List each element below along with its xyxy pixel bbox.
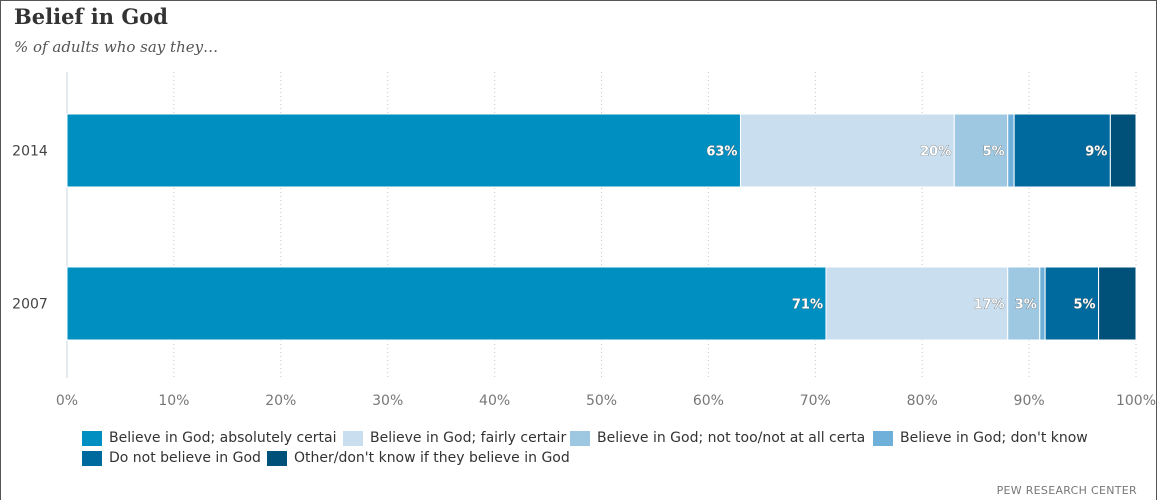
data-label: 20% bbox=[920, 145, 951, 160]
x-tick-label: 90% bbox=[1014, 393, 1045, 409]
stacked-bar-chart: 0% 10% 20% 30% 40% 50% 60% 70% 80% 90% 100% 2014 63%… bbox=[12, 72, 1156, 409]
bar-segment bbox=[1109, 113, 1137, 188]
legend-label: Believe in God; fairly certair bbox=[370, 430, 567, 446]
x-tick-label: 40% bbox=[479, 393, 510, 409]
legend-swatch bbox=[267, 451, 287, 466]
legend-swatch bbox=[82, 451, 102, 466]
bar-segment bbox=[66, 113, 741, 188]
data-label: 5% bbox=[1074, 298, 1096, 313]
chart-subtitle: % of adults who say they… bbox=[14, 38, 219, 56]
bar-segment bbox=[66, 266, 827, 341]
data-label: 5% bbox=[983, 145, 1005, 160]
legend-label: Do not believe in God bbox=[109, 450, 261, 466]
x-tick-label: 50% bbox=[586, 393, 617, 409]
legend-row: Do not believe in God Other/don't know if… bbox=[82, 449, 1122, 469]
legend-item: Believe in God; don't know bbox=[873, 429, 1133, 449]
category-label: 2014 bbox=[12, 144, 48, 160]
x-tick-label: 20% bbox=[265, 393, 296, 409]
legend-item: Do not believe in God bbox=[82, 449, 267, 469]
x-tick-label: 0% bbox=[56, 393, 78, 409]
legend-row: Believe in God; absolutely certai Believe… bbox=[82, 429, 1122, 449]
bar-segment bbox=[1007, 113, 1015, 188]
x-tick-label: 80% bbox=[907, 393, 938, 409]
chart-title: Belief in God bbox=[14, 4, 168, 29]
bar-segment bbox=[1044, 266, 1100, 341]
legend-swatch bbox=[570, 431, 590, 446]
legend-item: Believe in God; fairly certair bbox=[343, 429, 570, 449]
x-tick-label: 100% bbox=[1116, 393, 1156, 409]
chart-legend: Believe in God; absolutely certai Believe… bbox=[82, 429, 1122, 469]
bar-segment bbox=[1039, 266, 1046, 341]
legend-item: Other/don't know if they believe in God bbox=[267, 449, 597, 469]
legend-label: Believe in God; absolutely certai bbox=[109, 430, 337, 446]
bar-segment bbox=[825, 266, 1009, 341]
data-label: 71% bbox=[792, 298, 823, 313]
data-label: 3% bbox=[1015, 298, 1037, 313]
data-label: 17% bbox=[974, 298, 1005, 313]
legend-swatch bbox=[873, 431, 893, 446]
legend-label: Believe in God; not too/not at all certa bbox=[597, 430, 866, 446]
x-tick-label: 10% bbox=[158, 393, 189, 409]
legend-label: Other/don't know if they believe in God bbox=[294, 450, 570, 466]
legend-label: Believe in God; don't know bbox=[900, 430, 1088, 446]
legend-item: Believe in God; absolutely certai bbox=[82, 429, 343, 449]
x-tick-label: 60% bbox=[693, 393, 724, 409]
bar-segment bbox=[1013, 113, 1111, 188]
bar-segment bbox=[1007, 266, 1041, 341]
source-credit: PEW RESEARCH CENTER bbox=[996, 484, 1137, 497]
legend-swatch bbox=[82, 431, 102, 446]
bar-segment bbox=[953, 113, 1009, 188]
bar-segment bbox=[1098, 266, 1137, 341]
x-tick-label: 30% bbox=[372, 393, 403, 409]
data-label: 63% bbox=[706, 145, 737, 160]
legend-swatch bbox=[343, 431, 363, 446]
x-tick-label: 70% bbox=[800, 393, 831, 409]
data-label: 9% bbox=[1085, 145, 1107, 160]
legend-item: Believe in God; not too/not at all certa bbox=[570, 429, 873, 449]
category-label: 2007 bbox=[12, 297, 48, 313]
